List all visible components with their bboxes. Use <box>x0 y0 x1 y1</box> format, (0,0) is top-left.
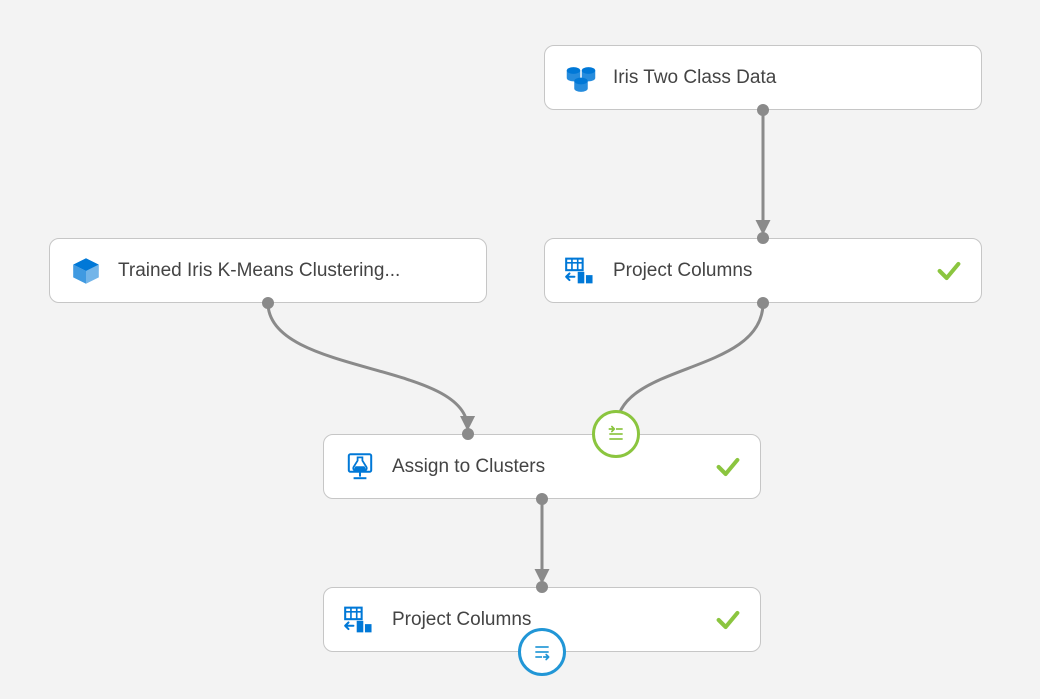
port-proj1-out-0[interactable] <box>757 297 769 309</box>
port-badge-assign-in[interactable] <box>592 410 640 458</box>
port-proj2-in-0[interactable] <box>536 581 548 593</box>
node-proj1[interactable]: Project Columns <box>544 238 982 303</box>
node-label: Project Columns <box>613 260 925 282</box>
node-label: Project Columns <box>392 609 704 631</box>
edge-trained-to-assign <box>268 303 468 428</box>
node-label: Assign to Clusters <box>392 456 704 478</box>
port-assign-in-0[interactable] <box>462 428 474 440</box>
node-iris[interactable]: Iris Two Class Data <box>544 45 982 110</box>
node-trained[interactable]: Trained Iris K-Means Clustering... <box>49 238 487 303</box>
cube-icon <box>68 253 104 289</box>
port-assign-out-0[interactable] <box>536 493 548 505</box>
port-iris-out-0[interactable] <box>757 104 769 116</box>
flowchart-canvas: Iris Two Class Data Trained Iris K-Means… <box>0 0 1040 699</box>
node-label: Trained Iris K-Means Clustering... <box>118 260 468 282</box>
port-trained-out-0[interactable] <box>262 297 274 309</box>
port-badge-proj2-out[interactable] <box>518 628 566 676</box>
columns-icon <box>563 253 599 289</box>
flask-icon <box>342 449 378 485</box>
columns-icon <box>342 602 378 638</box>
node-assign[interactable]: Assign to Clusters <box>323 434 761 499</box>
edge-proj1-to-assign <box>616 303 763 428</box>
check-icon <box>714 453 742 481</box>
database-icon <box>563 60 599 96</box>
check-icon <box>935 257 963 285</box>
node-label: Iris Two Class Data <box>613 67 963 89</box>
check-icon <box>714 606 742 634</box>
port-proj1-in-0[interactable] <box>757 232 769 244</box>
